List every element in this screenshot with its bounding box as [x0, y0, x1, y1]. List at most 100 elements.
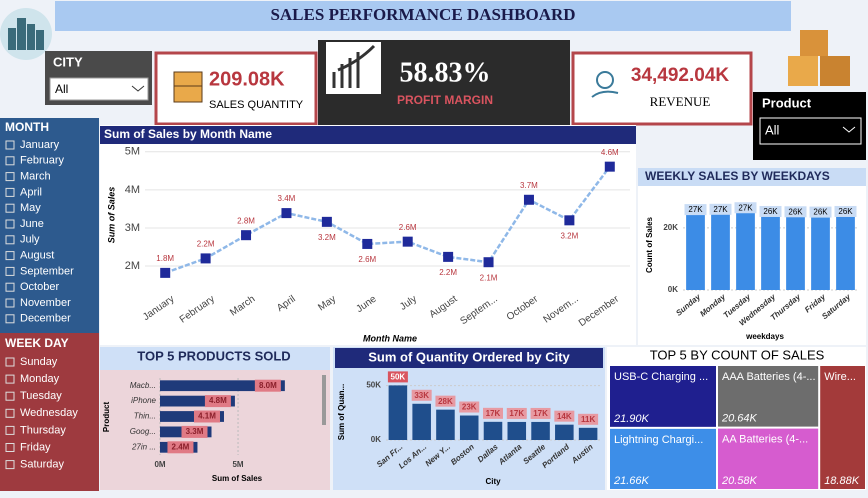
bar — [555, 424, 574, 440]
slicer-item[interactable]: October — [20, 281, 59, 293]
data-label: 4.8M — [209, 396, 227, 405]
checkbox[interactable] — [5, 203, 15, 213]
data-label: 3.7M — [520, 181, 538, 190]
chart-title: WEEKLY SALES BY WEEKDAYS — [645, 169, 830, 183]
treemap-tile — [717, 366, 819, 427]
checkbox[interactable] — [5, 251, 15, 261]
bar — [711, 206, 730, 290]
checkbox[interactable] — [5, 374, 15, 384]
treemap-tile — [610, 366, 716, 427]
tile-value: 20.58K — [721, 475, 758, 487]
kpi-value: 34,492.04K — [631, 65, 730, 86]
checkbox[interactable] — [5, 282, 15, 292]
slicer-item[interactable]: Sunday — [20, 356, 58, 368]
line — [164, 165, 611, 275]
data-label-bg — [254, 379, 281, 392]
chart-title: Sum of Sales by Month Name — [104, 127, 272, 141]
bar — [160, 411, 224, 422]
data-label: 28K — [438, 397, 453, 406]
tile-value: 21.66K — [613, 475, 650, 487]
checkbox[interactable] — [5, 266, 15, 276]
city-dropdown-value: All — [55, 82, 68, 96]
data-label: 2.8M — [237, 216, 255, 225]
slicer-item[interactable]: Thursday — [20, 424, 66, 436]
checkbox[interactable] — [5, 443, 15, 452]
scrollbar[interactable] — [322, 375, 326, 425]
bar — [412, 403, 431, 440]
checkbox[interactable] — [5, 357, 15, 367]
kpi-label: REVENUE — [650, 94, 711, 109]
title-bar — [55, 1, 791, 31]
slicer-item[interactable]: Tuesday — [20, 390, 62, 402]
marker — [241, 230, 252, 241]
checkbox[interactable] — [5, 460, 15, 470]
kpi-card — [571, 51, 753, 126]
data-label-bg — [684, 204, 707, 216]
tile-value: 21.90K — [613, 413, 650, 425]
slicer-item[interactable]: Friday — [20, 441, 51, 453]
slicer-item[interactable]: February — [20, 155, 65, 167]
chart-title: TOP 5 PRODUCTS SOLD — [137, 348, 290, 363]
data-label-bg — [709, 203, 732, 215]
slicer-title: WEEK DAY — [5, 336, 69, 350]
checkbox[interactable] — [5, 219, 15, 229]
y-axis-title: Product — [102, 402, 111, 433]
checkbox[interactable] — [5, 235, 15, 245]
x-axis-title: weekdays — [745, 332, 784, 341]
data-label: 2.6M — [399, 223, 417, 232]
city-slicer-label: CITY — [53, 54, 83, 69]
data-label: 3.3M — [186, 427, 204, 436]
slicer-item[interactable]: September — [20, 265, 74, 277]
chart-title: TOP 5 BY COUNT OF SALES — [650, 347, 825, 362]
checkbox[interactable] — [5, 172, 15, 182]
bar — [836, 208, 855, 290]
y-tick-label: 2M — [125, 260, 140, 272]
slicer-item[interactable]: July — [20, 234, 40, 246]
bar — [811, 209, 830, 290]
slicer-item[interactable]: Wednesday — [20, 407, 78, 419]
checkbox[interactable] — [5, 140, 15, 150]
data-label: 3.2M — [560, 231, 578, 240]
marker — [362, 238, 373, 249]
checkbox[interactable] — [5, 408, 15, 418]
checkbox[interactable] — [5, 314, 15, 324]
checkbox[interactable] — [5, 425, 15, 435]
slicer-item[interactable]: April — [20, 186, 42, 198]
data-label: 2.2M — [439, 268, 457, 277]
slicer-item[interactable]: August — [20, 250, 54, 262]
y-tick-label: 0K — [668, 285, 678, 294]
slicer-item[interactable]: May — [20, 202, 41, 214]
marker — [483, 257, 494, 268]
y-tick-label: 5M — [125, 146, 140, 158]
data-label: 17K — [486, 409, 501, 418]
slicer-item[interactable]: March — [20, 171, 51, 183]
marker — [321, 216, 332, 227]
checkbox[interactable] — [5, 298, 15, 308]
panel-header — [638, 168, 866, 186]
panel-header — [335, 348, 603, 368]
data-label: 2.2M — [197, 240, 215, 249]
data-label: 3.2M — [318, 233, 336, 242]
product-dropdown[interactable] — [759, 117, 862, 145]
slicer-item[interactable]: Saturday — [20, 459, 65, 471]
data-label-bg — [784, 206, 807, 218]
checkbox[interactable] — [5, 156, 15, 166]
dropdown-arrow — [842, 126, 856, 133]
y-tick-label: 50K — [366, 381, 381, 390]
data-label: 27K — [713, 205, 728, 214]
data-label: 14K — [557, 412, 572, 421]
slicer-item[interactable]: January — [20, 139, 60, 151]
city-dropdown[interactable] — [49, 77, 149, 101]
x-axis-title: City — [485, 477, 501, 486]
checkbox[interactable] — [5, 187, 15, 197]
checkbox[interactable] — [5, 391, 15, 401]
slicer-item[interactable]: June — [20, 218, 44, 230]
slicer-item[interactable]: November — [20, 297, 71, 309]
bar — [786, 209, 805, 290]
chart-title: Sum of Quantity Ordered by City — [368, 349, 570, 364]
bar — [531, 421, 550, 440]
data-label: 11K — [581, 415, 595, 424]
data-label-bg — [809, 206, 832, 218]
slicer-item[interactable]: Monday — [20, 373, 60, 385]
slicer-item[interactable]: December — [20, 313, 71, 325]
